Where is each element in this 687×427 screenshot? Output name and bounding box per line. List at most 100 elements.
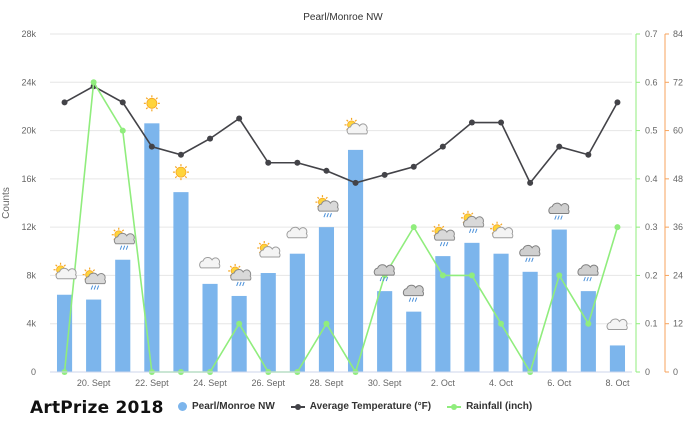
cloud-shape	[317, 200, 339, 212]
rain-drop	[329, 212, 332, 218]
y2-tick-label: 0.2	[645, 270, 658, 280]
y2-tick-label: 0.1	[645, 319, 658, 329]
bar	[144, 123, 160, 372]
sun-ray	[317, 196, 320, 200]
rain-icon	[373, 264, 395, 282]
cloud-shape	[492, 226, 514, 239]
bar	[202, 283, 218, 372]
rain-drop	[125, 245, 129, 250]
chart-title: Pearl/Monroe NW	[303, 12, 383, 23]
rain-drop	[242, 281, 245, 287]
bar	[173, 192, 189, 372]
rainfall-point	[614, 224, 621, 231]
temperature-point	[614, 99, 621, 106]
rain-drop	[525, 257, 528, 262]
rainfall-point	[468, 272, 475, 279]
legend-item-temperature[interactable]: Average Temperature (°F)	[290, 401, 431, 412]
sun-ray	[238, 265, 241, 268]
y2-tick-label: 0.5	[645, 126, 658, 136]
sun-ray	[354, 119, 357, 122]
rainfall-point	[323, 320, 330, 327]
cloud-shape	[519, 244, 541, 257]
y3-tick-label: 60	[673, 126, 683, 136]
legend-label-counts: Pearl/Monroe NW	[192, 401, 275, 412]
cloud-icon	[199, 256, 221, 269]
sun-ray	[500, 223, 503, 226]
y-tick-label: 4k	[26, 319, 36, 329]
cloud-shape	[286, 226, 308, 239]
x-tick-label: 2. Oct	[431, 378, 456, 388]
rain-drop	[382, 276, 386, 282]
rain-drop	[468, 228, 472, 234]
bar	[231, 295, 247, 372]
rain-icon	[548, 202, 570, 220]
bar	[493, 253, 509, 372]
cloud-shape	[548, 202, 570, 215]
sun-ray	[155, 97, 158, 100]
rainfall-point	[90, 79, 97, 86]
sun-disc	[146, 97, 158, 109]
bar	[551, 229, 567, 372]
cloud-shape	[55, 267, 77, 280]
sun-rain-icon	[228, 263, 252, 287]
rainfall-point	[236, 320, 243, 327]
temperature-point	[177, 151, 184, 158]
y-tick-label: 12k	[21, 222, 36, 232]
temperature-line	[64, 85, 619, 185]
sun-ray	[145, 107, 149, 110]
y3-tick-label: 12	[673, 319, 683, 329]
rain-drop	[90, 285, 94, 290]
y3-tick-label: 36	[673, 222, 683, 232]
cloud-shape	[199, 256, 221, 269]
sun-ray	[174, 166, 178, 169]
cloud-icon	[286, 226, 308, 239]
bar	[347, 149, 364, 372]
rain-drop	[119, 245, 123, 250]
sun-ray	[155, 107, 158, 110]
legend-item-counts[interactable]: Pearl/Monroe NW	[178, 401, 275, 412]
rainfall-point	[556, 272, 563, 279]
temperature-point	[468, 119, 475, 126]
sun-ray	[441, 225, 445, 229]
bar	[522, 271, 538, 372]
x-tick-label: 26. Sept	[251, 378, 285, 388]
rain-drop	[471, 228, 475, 234]
bar	[377, 291, 393, 372]
rain-drop	[236, 281, 239, 287]
rain-drop	[442, 241, 446, 247]
sun-ray	[92, 269, 96, 272]
y2-tick-label: 0	[645, 367, 650, 377]
rain-drop	[408, 297, 412, 302]
rain-drop	[411, 297, 415, 302]
y2-tick-label: 0.7	[645, 29, 658, 39]
sun-ray	[55, 264, 58, 267]
y3-tick-label: 84	[673, 29, 683, 39]
sun-ray	[184, 175, 188, 179]
rain-drop	[239, 281, 242, 287]
temperature-point	[323, 167, 330, 174]
x-tick-label: 28. Sept	[310, 378, 344, 388]
y-tick-label: 16k	[21, 174, 36, 184]
sun-ray	[145, 97, 149, 100]
legend-item-rainfall[interactable]: Rainfall (inch)	[447, 401, 532, 412]
temperature-point	[352, 179, 359, 186]
x-tick-label: 8. Oct	[605, 378, 630, 388]
rainfall-point	[410, 224, 417, 231]
sun-cloud-icon	[53, 262, 77, 280]
rain-drop	[385, 276, 389, 282]
sun-ray	[491, 223, 494, 226]
bar	[464, 242, 480, 372]
bar	[435, 256, 451, 372]
cloud-shape	[113, 232, 136, 245]
rain-drop	[122, 245, 126, 250]
sun-ray	[325, 196, 328, 200]
y-tick-label: 24k	[21, 77, 36, 87]
weather-icons	[53, 95, 628, 330]
rain-drop	[557, 215, 560, 220]
y3-tick-label: 48	[673, 174, 683, 184]
sun-cloud-icon	[490, 221, 514, 239]
sun-ray	[471, 212, 474, 215]
rain-drop	[586, 276, 589, 282]
bar-series	[56, 123, 626, 372]
